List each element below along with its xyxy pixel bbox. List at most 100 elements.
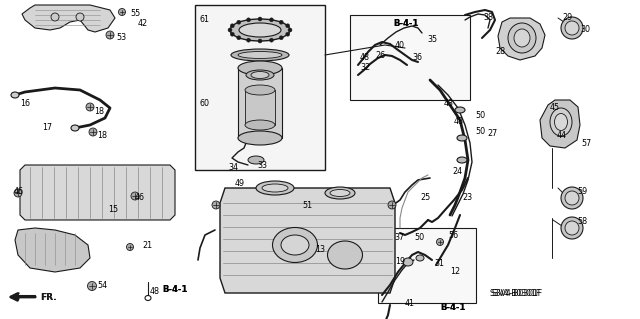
Ellipse shape [258, 17, 262, 21]
Ellipse shape [279, 36, 284, 40]
Ellipse shape [88, 281, 97, 291]
Ellipse shape [565, 21, 579, 35]
Text: 40: 40 [395, 41, 405, 49]
Ellipse shape [86, 103, 94, 111]
Ellipse shape [230, 32, 234, 36]
Text: 15: 15 [108, 204, 118, 213]
Text: 25: 25 [420, 192, 430, 202]
Ellipse shape [457, 157, 467, 163]
Ellipse shape [51, 13, 59, 21]
Text: B-4-1: B-4-1 [440, 303, 465, 313]
Text: B-4-1: B-4-1 [393, 19, 419, 27]
Text: 58: 58 [577, 217, 587, 226]
Bar [195, 5, 325, 170]
Text: 18: 18 [97, 131, 107, 140]
Ellipse shape [239, 23, 281, 37]
Ellipse shape [565, 221, 579, 235]
Text: 17: 17 [42, 123, 52, 132]
Text: 45: 45 [550, 103, 560, 113]
Text: 55: 55 [130, 10, 140, 19]
Text: 60: 60 [200, 99, 210, 108]
Ellipse shape [279, 20, 284, 24]
Text: FR.: FR. [40, 293, 56, 301]
Text: 18: 18 [94, 107, 104, 115]
Text: 43: 43 [444, 99, 454, 108]
Ellipse shape [457, 135, 467, 141]
Bar [245, 90, 275, 125]
Text: 29: 29 [562, 13, 572, 23]
Ellipse shape [237, 20, 241, 24]
Text: 32: 32 [360, 63, 370, 72]
Ellipse shape [127, 243, 134, 250]
Ellipse shape [89, 128, 97, 136]
Ellipse shape [262, 184, 288, 192]
Text: 48: 48 [360, 53, 370, 62]
Ellipse shape [258, 39, 262, 43]
Text: 56: 56 [448, 232, 458, 241]
Text: 19: 19 [395, 257, 405, 266]
Polygon shape [15, 228, 90, 272]
Ellipse shape [106, 31, 114, 39]
Ellipse shape [212, 201, 220, 209]
Ellipse shape [550, 108, 572, 136]
Text: 41: 41 [405, 300, 415, 308]
Text: 38: 38 [483, 13, 493, 23]
Ellipse shape [231, 49, 289, 61]
Ellipse shape [269, 18, 273, 22]
Ellipse shape [561, 17, 583, 39]
Text: 44: 44 [557, 131, 567, 140]
Text: B-4-1: B-4-1 [162, 285, 188, 293]
Ellipse shape [416, 255, 424, 261]
Polygon shape [20, 165, 175, 220]
Ellipse shape [245, 85, 275, 95]
Text: 50: 50 [475, 127, 485, 136]
Ellipse shape [248, 156, 264, 164]
Text: S3V4-B0301F: S3V4-B0301F [492, 290, 543, 299]
Text: FR.: FR. [40, 293, 56, 301]
Text: 21: 21 [142, 241, 152, 250]
Ellipse shape [436, 239, 444, 246]
Bar [350, 15, 470, 100]
Text: 35: 35 [427, 35, 437, 44]
Ellipse shape [285, 24, 290, 28]
Ellipse shape [288, 28, 292, 32]
Text: 34: 34 [228, 164, 238, 173]
Ellipse shape [508, 23, 536, 53]
Text: 49: 49 [235, 179, 245, 188]
Text: B-4-1: B-4-1 [162, 285, 188, 293]
Ellipse shape [246, 70, 274, 80]
Ellipse shape [330, 189, 350, 197]
Text: 31: 31 [434, 258, 444, 268]
Bar [238, 68, 282, 138]
Ellipse shape [131, 192, 139, 200]
Text: S3V4-B0301F: S3V4-B0301F [490, 290, 541, 299]
Text: B-4-1: B-4-1 [440, 303, 465, 313]
Ellipse shape [238, 131, 282, 145]
Text: 42: 42 [138, 19, 148, 27]
Ellipse shape [285, 32, 290, 36]
Ellipse shape [237, 36, 241, 40]
Text: 54: 54 [97, 281, 107, 291]
Polygon shape [22, 5, 115, 32]
Ellipse shape [246, 18, 250, 22]
Ellipse shape [514, 29, 530, 47]
Text: 37: 37 [394, 233, 404, 241]
Ellipse shape [71, 125, 79, 131]
Text: 46: 46 [135, 192, 145, 202]
Text: 27: 27 [487, 130, 497, 138]
Ellipse shape [11, 92, 19, 98]
Ellipse shape [273, 227, 317, 263]
Ellipse shape [455, 107, 465, 113]
Ellipse shape [228, 28, 232, 32]
Text: 59: 59 [577, 187, 588, 196]
Ellipse shape [246, 38, 250, 42]
Text: 36: 36 [412, 54, 422, 63]
Ellipse shape [238, 51, 282, 58]
Polygon shape [220, 188, 395, 293]
Ellipse shape [565, 191, 579, 205]
Text: 24: 24 [452, 167, 462, 176]
Text: 26: 26 [375, 50, 385, 60]
Text: 61: 61 [200, 16, 210, 25]
Text: 48: 48 [454, 116, 464, 125]
Ellipse shape [245, 120, 275, 130]
